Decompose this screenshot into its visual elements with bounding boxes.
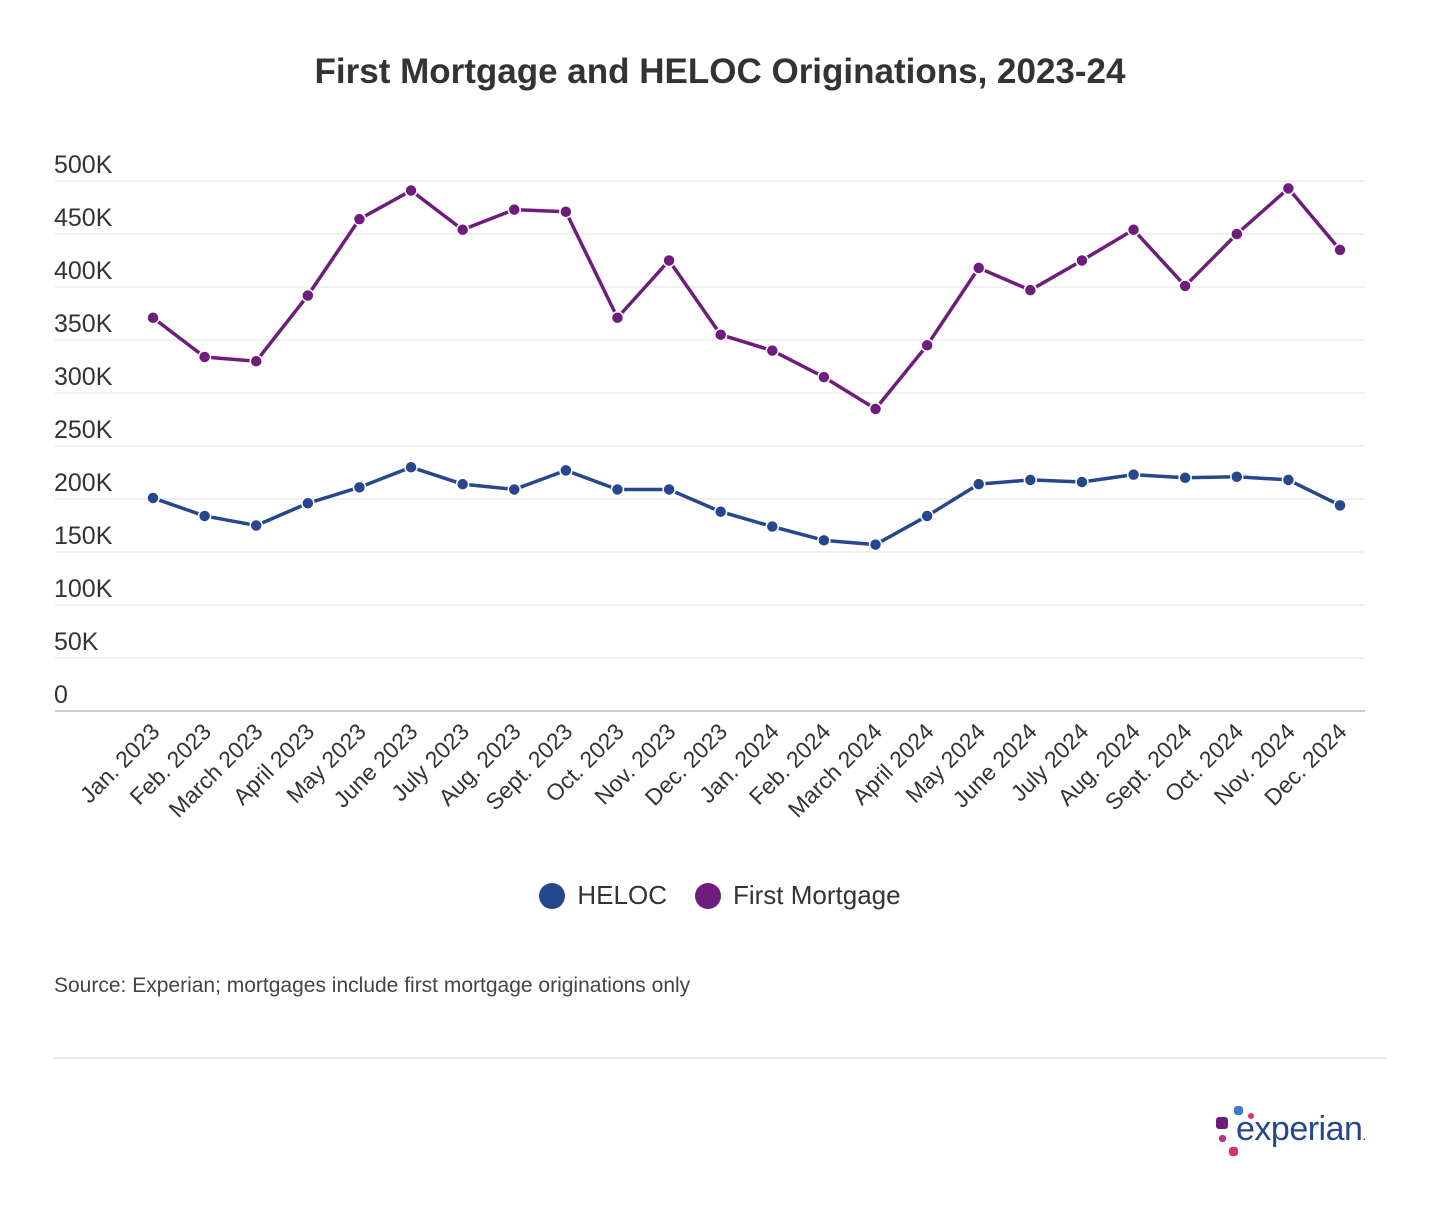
data-point-first-mortgage (1178, 279, 1192, 293)
data-point-first-mortgage (455, 223, 470, 237)
legend-label-heloc: HELOC (577, 880, 667, 910)
legend-marker-first-mortgage (694, 882, 721, 909)
legend-item-first-mortgage[interactable]: First Mortgage (694, 880, 901, 911)
data-point-first-mortgage (920, 338, 934, 353)
data-point-first-mortgage (249, 354, 263, 368)
data-point-first-mortgage (404, 183, 418, 198)
data-point-first-mortgage (507, 202, 522, 217)
data-point-heloc (146, 491, 160, 505)
y-tick-label: 0 (54, 681, 68, 709)
data-point-heloc (1023, 473, 1038, 487)
data-point-first-mortgage (1281, 181, 1296, 196)
data-point-first-mortgage (765, 343, 780, 358)
y-tick-label: 400K (54, 257, 113, 285)
data-point-first-mortgage (662, 253, 676, 268)
y-tick-label: 200K (54, 469, 113, 497)
data-point-first-mortgage (1023, 283, 1038, 297)
data-point-first-mortgage (197, 350, 212, 364)
data-point-heloc (1230, 469, 1244, 484)
y-tick-label: 100K (54, 575, 113, 603)
data-point-first-mortgage (610, 310, 625, 325)
data-point-first-mortgage (868, 402, 883, 416)
data-point-heloc (713, 504, 728, 519)
data-point-heloc (662, 482, 676, 497)
data-point-first-mortgage (559, 204, 573, 219)
chart-title: First Mortgage and HELOC Originations, 2… (314, 52, 1126, 91)
data-point-heloc (1281, 473, 1296, 487)
data-point-first-mortgage (1126, 223, 1141, 237)
data-point-heloc (507, 482, 522, 497)
logo-wordmark: experian. (1236, 1110, 1366, 1148)
data-point-heloc (817, 533, 831, 548)
line-chart: 0 50K 100K 150K 200K 250K 300K 350K 400K 450K 500K… (54, 151, 1365, 822)
source-note: Source: Experian; mortgages include firs… (54, 974, 691, 997)
y-tick-label: 300K (54, 363, 113, 391)
data-point-heloc (1126, 467, 1141, 482)
y-tick-label: 500K (54, 151, 113, 179)
y-tick-label: 150K (54, 522, 113, 550)
data-point-heloc (868, 537, 883, 552)
data-point-heloc (404, 460, 418, 474)
data-point-heloc (455, 477, 470, 491)
series-line-heloc (152, 465, 1341, 547)
data-point-first-mortgage (1075, 253, 1089, 268)
divider (54, 1057, 1386, 1059)
legend-label-first-mortgage: First Mortgage (732, 880, 901, 910)
data-point-first-mortgage (971, 261, 986, 275)
legend-marker-heloc (539, 882, 566, 909)
data-point-heloc (765, 519, 780, 534)
data-point-first-mortgage (301, 288, 315, 303)
y-tick-label: 450K (54, 204, 113, 232)
data-point-first-mortgage (1230, 227, 1244, 241)
data-point-heloc (301, 496, 315, 510)
series-line-first-mortgage (151, 186, 1342, 411)
y-tick-label: 50K (54, 628, 99, 656)
legend-item-heloc[interactable]: HELOC (539, 880, 667, 911)
data-point-heloc (352, 480, 367, 495)
data-point-heloc (197, 509, 212, 523)
data-point-first-mortgage (352, 212, 367, 226)
data-point-first-mortgage (817, 370, 831, 384)
data-point-heloc (1333, 498, 1347, 513)
data-point-heloc (249, 518, 263, 533)
data-point-heloc (920, 509, 934, 523)
data-point-heloc (559, 463, 573, 478)
data-point-heloc (1075, 475, 1089, 489)
experian-logo: experian. (1214, 1104, 1384, 1160)
data-point-heloc (610, 482, 625, 497)
data-point-heloc (1178, 471, 1192, 485)
data-point-first-mortgage (1333, 243, 1347, 257)
data-point-heloc (971, 477, 986, 491)
legend: HELOC First Mortgage (0, 880, 1440, 911)
y-tick-label: 350K (54, 310, 113, 338)
data-point-first-mortgage (146, 310, 160, 325)
data-point-first-mortgage (713, 327, 728, 342)
y-tick-label: 250K (54, 416, 113, 444)
